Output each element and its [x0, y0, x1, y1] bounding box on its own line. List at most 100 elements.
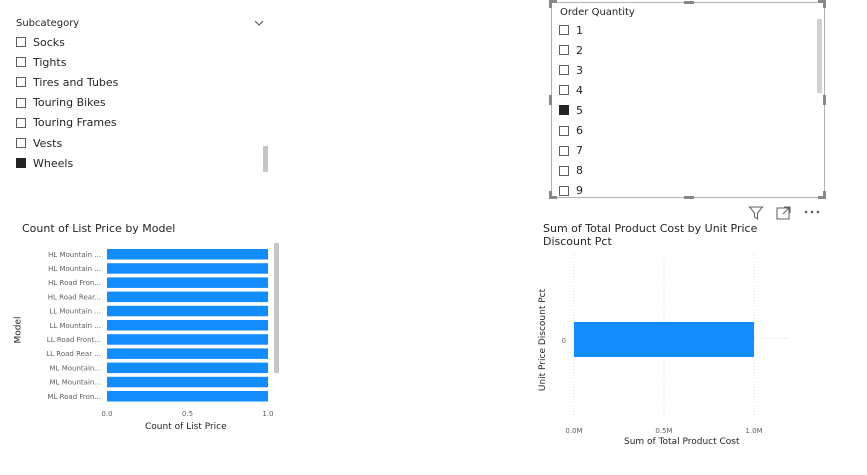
bar — [574, 322, 754, 357]
y-tick-label: LL Mountain ... — [49, 308, 101, 316]
resize-handle-corner-tr-v[interactable] — [823, 0, 826, 8]
resize-handle-right[interactable] — [823, 95, 826, 105]
resize-handle-corner-br[interactable] — [818, 196, 826, 199]
checkbox[interactable] — [559, 25, 569, 35]
order-quantity-item-label: 3 — [576, 63, 583, 77]
subcategory-item[interactable]: Tires and Tubes — [16, 73, 118, 91]
y-tick-label: LL Mountain ... — [49, 322, 101, 330]
checkbox[interactable] — [559, 185, 569, 196]
y-tick-label: ML Road Fron... — [47, 393, 101, 401]
checkbox[interactable] — [16, 57, 26, 68]
order-quantity-item-label: 6 — [576, 124, 583, 137]
subcategory-item[interactable]: Vests — [16, 134, 62, 152]
list-price-x-axis-title: Count of List Price — [145, 422, 227, 432]
checkbox[interactable] — [559, 45, 569, 56]
checkbox[interactable] — [16, 158, 26, 169]
order-quantity-item[interactable]: 5 — [559, 101, 583, 119]
x-tick-label: 0.5M — [655, 427, 672, 435]
order-quantity-item[interactable]: 4 — [559, 81, 583, 99]
y-tick-label: HL Road Fron... — [48, 279, 101, 287]
order-quantity-item-label: 8 — [576, 164, 583, 178]
subcategory-item-label: Vests — [33, 136, 63, 150]
y-tick-label: 0 — [562, 337, 566, 345]
chevron-down-icon[interactable] — [254, 18, 264, 28]
resize-handle-corner-tl[interactable] — [549, 0, 557, 3]
resize-handle-corner-br-v[interactable] — [823, 191, 826, 199]
bar — [107, 249, 268, 260]
bar — [107, 320, 268, 331]
checkbox[interactable] — [559, 65, 569, 76]
resize-handle-corner-bl[interactable] — [549, 196, 557, 199]
x-tick-label: 0.0 — [101, 410, 112, 418]
bar — [107, 362, 268, 374]
checkbox[interactable] — [559, 125, 569, 136]
resize-handle-top[interactable] — [684, 1, 694, 4]
checkbox[interactable] — [559, 85, 569, 96]
product-cost-bar-chart: 0 0.0M 0.5M 1.0M — [562, 255, 790, 435]
resize-handle-bottom[interactable] — [684, 196, 694, 199]
subcategory-item-label: Touring Bikes — [33, 96, 106, 110]
product-cost-x-axis-title: Sum of Total Product Cost — [624, 437, 740, 447]
subcategory-item[interactable]: Touring Frames — [16, 114, 117, 132]
order-quantity-item-label: 4 — [576, 83, 583, 97]
order-quantity-item[interactable]: 3 — [559, 61, 583, 79]
subcategory-slicer-title: Subcategory — [16, 18, 80, 29]
bar — [107, 334, 268, 345]
subcategory-item[interactable]: Tights — [16, 53, 66, 71]
subcategory-slicer: Subcategory Socks Tights Tires and Tubes To… — [0, 0, 280, 185]
x-tick-label: 0.5 — [182, 410, 193, 418]
order-quantity-item-label: 2 — [576, 43, 583, 57]
bar — [107, 291, 268, 303]
bar — [107, 348, 268, 359]
subcategory-item[interactable]: Wheels — [16, 154, 73, 172]
y-tick-label: ML Mountain... — [50, 364, 101, 372]
y-tick-label: LL Road Front... — [47, 336, 101, 344]
checkbox[interactable] — [16, 117, 26, 128]
resize-handle-corner-tl-v[interactable] — [549, 0, 552, 8]
list-price-chart-scrollbar[interactable] — [274, 243, 279, 373]
checkbox[interactable] — [559, 165, 569, 176]
list-price-y-axis-title: Model — [13, 316, 24, 344]
subcategory-item-label: Touring Frames — [33, 116, 117, 130]
order-quantity-scrollbar[interactable] — [817, 19, 822, 93]
y-tick-label: LL Road Rear ... — [46, 350, 101, 358]
order-quantity-item[interactable]: 6 — [559, 122, 583, 140]
bar — [107, 376, 268, 388]
more-options-icon[interactable] — [803, 209, 821, 215]
subcategory-scrollbar[interactable] — [263, 146, 268, 172]
order-quantity-item[interactable]: 7 — [559, 142, 583, 160]
resize-handle-left[interactable] — [549, 95, 552, 105]
checkbox[interactable] — [16, 77, 26, 88]
subcategory-item[interactable]: Socks — [16, 33, 65, 51]
order-quantity-item[interactable]: 8 — [559, 162, 583, 180]
order-quantity-item-label: 7 — [576, 144, 583, 158]
checkbox[interactable] — [16, 97, 26, 108]
checkbox[interactable] — [559, 105, 569, 116]
bar — [107, 305, 268, 317]
y-tick-label: ML Mountain... — [50, 379, 101, 387]
subcategory-item-label: Tires and Tubes — [33, 75, 119, 89]
resize-handle-corner-tr[interactable] — [818, 0, 826, 3]
checkbox[interactable] — [16, 138, 26, 148]
bar — [107, 263, 268, 274]
filter-icon[interactable] — [748, 205, 764, 221]
y-tick-label: HL Road Rear... — [48, 293, 101, 301]
order-quantity-slicer: Order Quantity 1 2 3 4 5 6 7 8 9 — [551, 2, 825, 198]
order-quantity-item[interactable]: 9 — [559, 182, 583, 200]
y-tick-label: HL Mountain ... — [48, 251, 101, 259]
x-tick-label: 0.0M — [565, 427, 582, 435]
order-quantity-item[interactable]: 1 — [559, 21, 583, 39]
chart-title-product-cost: Sum of Total Product Cost by Unit Price … — [543, 222, 758, 248]
subcategory-item[interactable]: Touring Bikes — [16, 94, 106, 112]
checkbox[interactable] — [559, 145, 569, 156]
resize-handle-corner-bl-v[interactable] — [549, 191, 552, 199]
order-quantity-item-label: 5 — [576, 103, 583, 117]
order-quantity-item[interactable]: 2 — [559, 41, 583, 59]
subcategory-item-label: Socks — [33, 35, 65, 49]
bar — [107, 277, 268, 288]
focus-mode-icon[interactable] — [776, 206, 791, 220]
checkbox[interactable] — [16, 37, 26, 47]
order-quantity-item-label: 9 — [576, 184, 583, 198]
product-cost-y-axis-title: Unit Price Discount Pct — [538, 288, 549, 392]
chart-title-list-price: Count of List Price by Model — [22, 222, 176, 235]
